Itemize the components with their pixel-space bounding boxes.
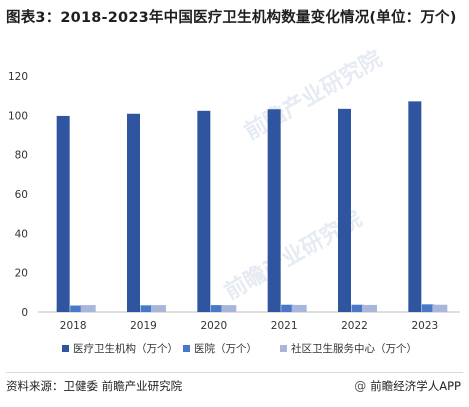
legend-label: 医院（万个） — [194, 342, 257, 355]
bar-2 — [70, 305, 83, 312]
bar-3 — [221, 305, 237, 312]
x-tick-label: 2018 — [60, 320, 87, 332]
bar-1 — [56, 115, 70, 312]
bar-1 — [338, 108, 351, 313]
bar-2 — [421, 304, 434, 312]
y-tick-label: 40 — [15, 228, 28, 240]
chart-bars — [56, 101, 448, 313]
y-tick-label: 100 — [8, 110, 28, 122]
legend-swatch — [183, 345, 190, 352]
legend-label: 医疗卫生机构（万个） — [73, 342, 178, 355]
y-tick-label: 20 — [15, 268, 28, 280]
x-tick-label: 2021 — [271, 320, 298, 332]
bar-3 — [362, 304, 377, 312]
chart-title: 图表3：2018-2023年中国医疗卫生机构数量变化情况(单位：万个) — [6, 10, 457, 26]
brand-footer: @ 前瞻经济学人APP — [354, 378, 461, 394]
x-tick-label: 2019 — [130, 320, 157, 332]
brand-name: 前瞻经济学人APP — [370, 379, 461, 393]
bar-1 — [267, 109, 281, 312]
bar-3 — [151, 305, 166, 312]
bar-2 — [281, 304, 294, 312]
bar-1 — [408, 101, 422, 313]
legend-label: 社区卫生服务中心（万个） — [291, 342, 417, 355]
source-note: 资料来源：卫健委 前瞻产业研究院 — [6, 379, 183, 393]
y-tick-label: 80 — [15, 150, 28, 162]
y-tick-label: 0 — [21, 307, 28, 319]
y-tick-label: 60 — [15, 189, 28, 201]
bar-1 — [197, 110, 211, 312]
chart-legend: 医疗卫生机构（万个） 医院（万个） 社区卫生服务中心（万个） — [62, 342, 417, 355]
y-tick-label: 120 — [8, 71, 28, 83]
chart-axes: 0 20 40 60 80 100 120 2018 2019 2020 2021 2022 2023 — [8, 71, 460, 332]
bar-2 — [140, 305, 153, 312]
bar-2 — [210, 305, 223, 312]
x-tick-label: 2022 — [341, 320, 368, 332]
bar-3 — [432, 304, 448, 312]
x-tick-label: 2023 — [411, 320, 438, 332]
footer-divider — [6, 372, 463, 373]
bar-1 — [127, 113, 140, 312]
bar-3 — [291, 304, 307, 312]
bar-2 — [351, 304, 364, 312]
watermark-text: 前瞻产业研究院 — [240, 46, 386, 146]
legend-swatch — [280, 345, 287, 352]
legend-swatch — [62, 345, 69, 352]
bar-3 — [80, 305, 96, 312]
x-tick-label: 2020 — [200, 320, 227, 332]
brand-logo-icon: @ — [354, 379, 367, 393]
